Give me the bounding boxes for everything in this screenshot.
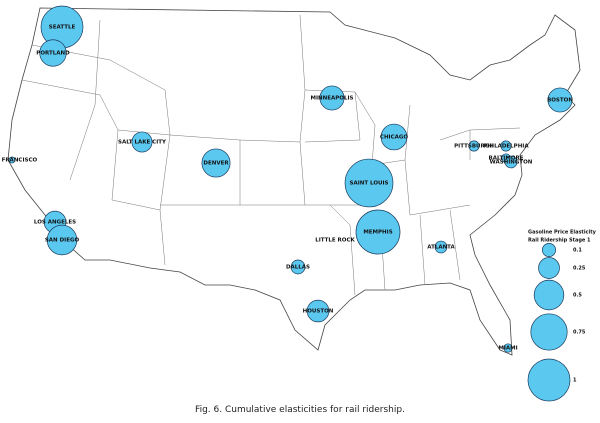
city-label: BALTIMORE bbox=[489, 156, 524, 162]
city-label: HOUSTON bbox=[303, 309, 334, 315]
legend-bubble bbox=[542, 243, 556, 257]
city-label: MEMPHIS bbox=[363, 230, 392, 236]
city-label: SEATTLE bbox=[49, 25, 76, 31]
city-label: DALLAS bbox=[286, 265, 310, 271]
city-label: DENVER bbox=[203, 161, 229, 167]
city-label: BOSTON bbox=[547, 98, 573, 104]
legend-title: Gasoline Price Elasticity bbox=[528, 230, 597, 236]
legend-label: 0.5 bbox=[573, 293, 582, 299]
city-label: PITTSBURGH bbox=[454, 144, 494, 150]
city-label: SAN FRANCISCO bbox=[0, 158, 37, 164]
city-bubble bbox=[547, 87, 573, 113]
city-label: SALT LAKE CITY bbox=[118, 140, 167, 146]
legend-label: 0.75 bbox=[573, 330, 586, 336]
city-bubble bbox=[8, 156, 16, 164]
city-label: PORTLAND bbox=[36, 51, 70, 57]
city-bubble bbox=[355, 209, 401, 255]
legend-label: 0.1 bbox=[573, 248, 582, 254]
city-bubble bbox=[46, 224, 78, 256]
legend-bubble bbox=[533, 279, 565, 311]
legend-bubble bbox=[530, 313, 568, 351]
legend-bubble bbox=[527, 358, 571, 402]
city-label: LOS ANGELES bbox=[34, 220, 76, 226]
city-label: CHICAGO bbox=[380, 135, 408, 141]
city-bubble bbox=[131, 131, 153, 153]
city-bubble bbox=[344, 158, 394, 208]
city-bubble bbox=[290, 259, 306, 275]
city-bubble bbox=[434, 240, 448, 254]
legend-label: 0.25 bbox=[573, 266, 586, 272]
city-bubble bbox=[306, 299, 330, 323]
city-label: SAN DIEGO bbox=[45, 238, 80, 244]
city-label: MIAMI bbox=[498, 346, 517, 352]
city-label: MINNEAPOLIS bbox=[311, 96, 354, 102]
city-bubble bbox=[504, 155, 518, 169]
city-label: ATLANTA bbox=[427, 245, 455, 251]
city-bubble bbox=[500, 140, 512, 152]
city-label: WASHINGTON bbox=[490, 160, 533, 166]
city-label: SAINT LOUIS bbox=[350, 181, 389, 187]
city-bubble bbox=[201, 148, 231, 178]
city-bubble bbox=[503, 343, 513, 353]
city-bubble bbox=[39, 39, 67, 67]
city-bubble bbox=[380, 123, 408, 151]
us-outline bbox=[7, 7, 581, 356]
city-bubble bbox=[319, 85, 345, 111]
legend-title: Rail Ridership Stage 1 bbox=[528, 238, 591, 244]
legend-label: 1 bbox=[573, 378, 577, 384]
city-label: PHILADELPHIA bbox=[483, 144, 529, 150]
city-label: LITTLE ROCK bbox=[315, 238, 355, 244]
city-bubble bbox=[468, 140, 480, 152]
legend-bubble bbox=[538, 257, 560, 279]
caption: Fig. 6. Cumulative elasticities for rail… bbox=[195, 405, 405, 415]
